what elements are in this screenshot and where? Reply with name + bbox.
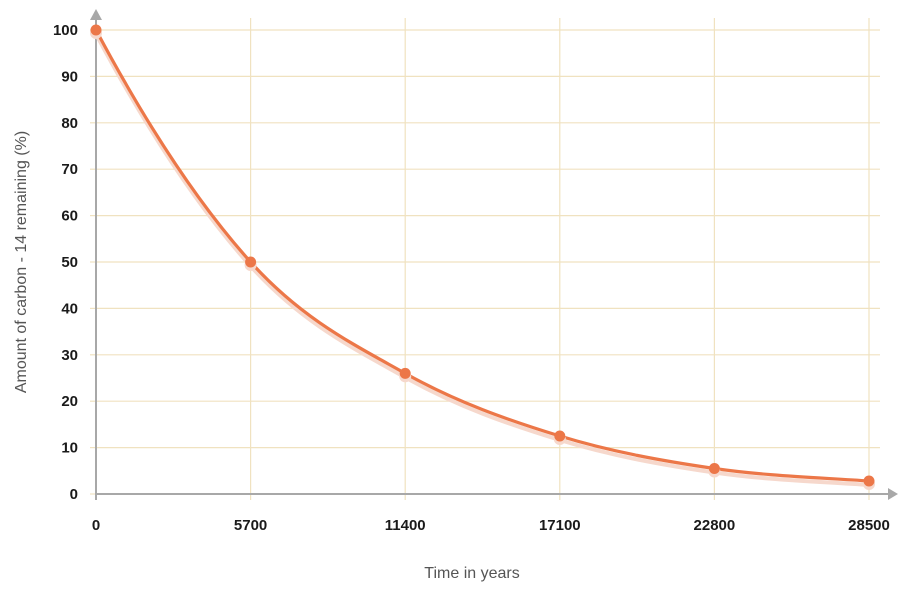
y-tick-label: 30 xyxy=(61,347,78,364)
series-shadow xyxy=(94,33,870,488)
x-tick-label: 17100 xyxy=(539,517,581,534)
y-axis-title: Amount of carbon - 14 remaining (%) xyxy=(13,131,30,393)
data-point xyxy=(863,475,875,487)
y-tick-label: 50 xyxy=(61,254,78,271)
x-tick-label: 22800 xyxy=(694,517,736,534)
data-point xyxy=(245,256,257,268)
x-tick-label: 5700 xyxy=(234,517,267,534)
y-axis-arrow-icon xyxy=(90,9,102,20)
series-layer xyxy=(90,24,875,491)
y-tick-label: 0 xyxy=(70,486,78,503)
data-point xyxy=(708,462,720,474)
y-tick-label: 40 xyxy=(61,300,78,317)
tick-labels: 0 10 20 30 40 50 60 70 80 90 100 0 5700 11400 17100 228… xyxy=(53,22,890,534)
y-tick-label: 100 xyxy=(53,22,78,39)
y-tick-label: 90 xyxy=(61,68,78,85)
grid xyxy=(90,18,880,500)
x-axis-title: Time in years xyxy=(424,565,519,582)
axes xyxy=(90,9,898,500)
data-point xyxy=(554,430,566,442)
x-tick-label: 28500 xyxy=(848,517,890,534)
x-tick-label: 0 xyxy=(92,517,100,534)
data-point xyxy=(399,367,411,379)
y-tick-label: 80 xyxy=(61,115,78,132)
y-tick-label: 20 xyxy=(61,393,78,410)
y-tick-label: 70 xyxy=(61,161,78,178)
series-line xyxy=(94,28,871,483)
y-tick-label: 10 xyxy=(61,440,78,457)
x-tick-label: 11400 xyxy=(385,517,426,534)
x-axis-arrow-icon xyxy=(888,488,898,500)
y-tick-label: 60 xyxy=(61,208,78,225)
data-point xyxy=(90,24,102,36)
